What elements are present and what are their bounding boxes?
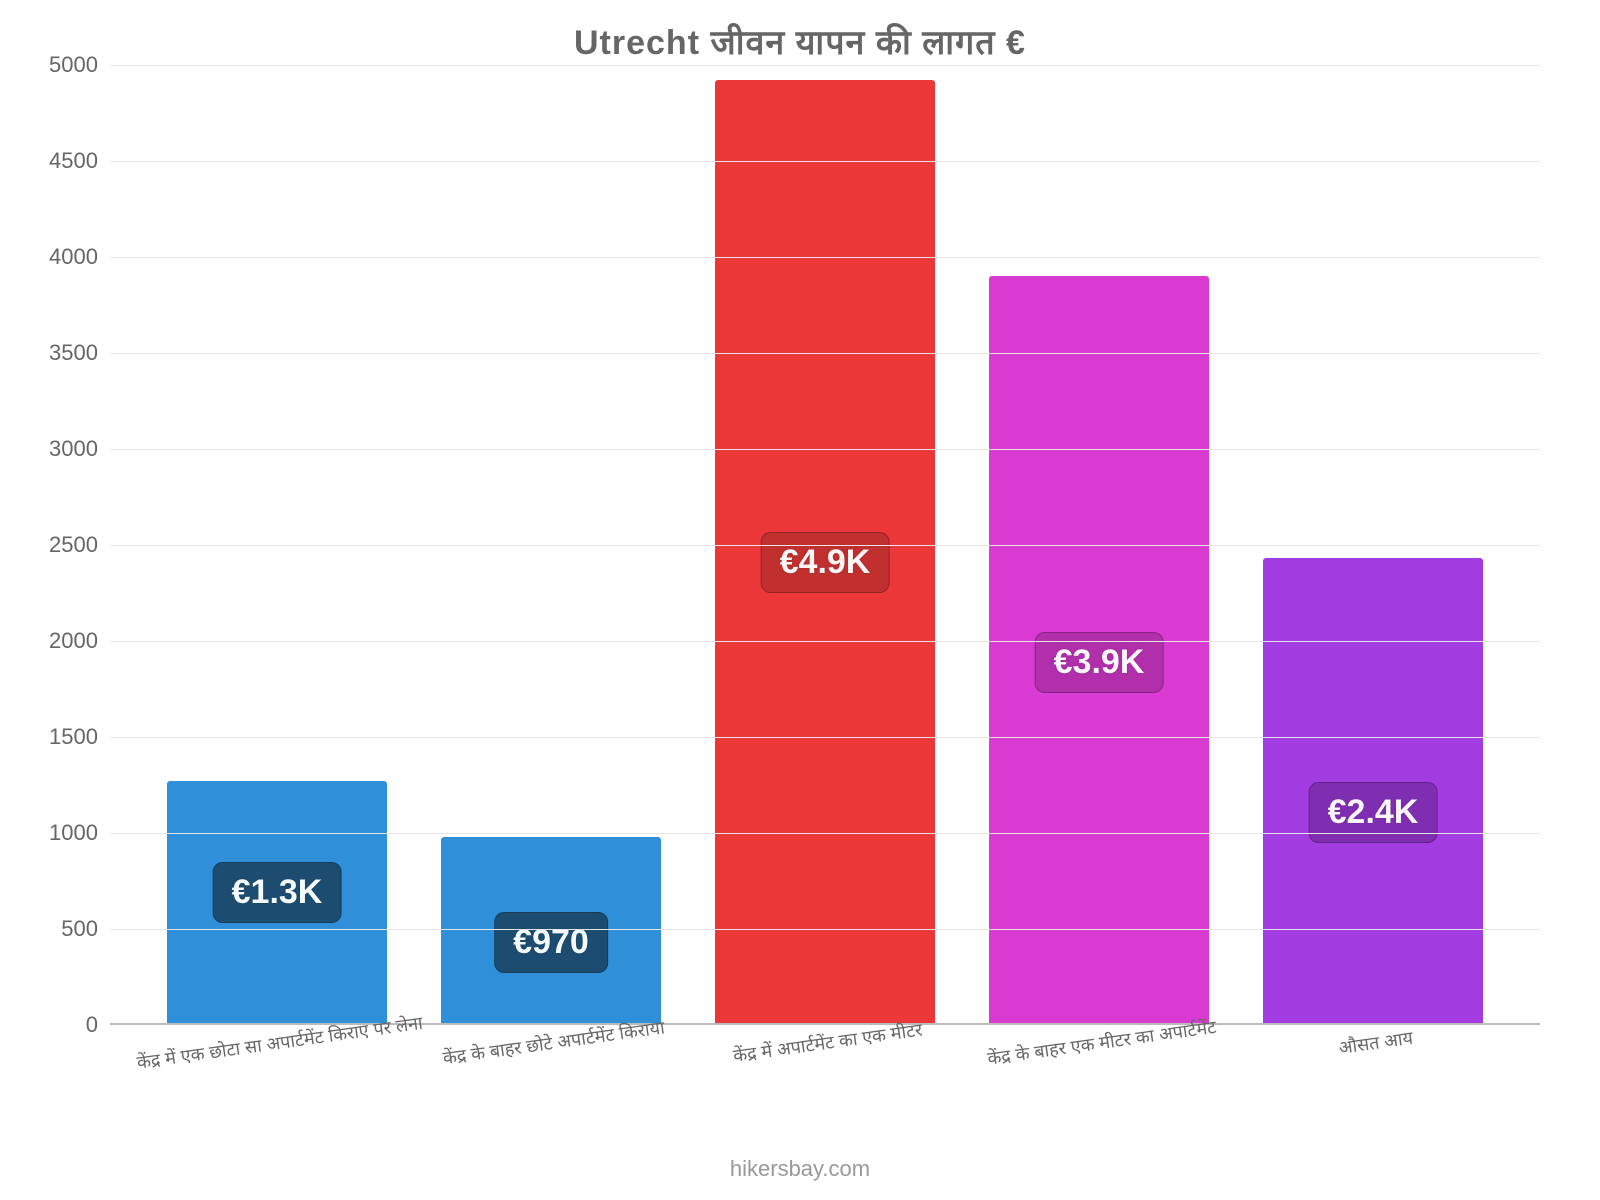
y-tick-label: 0 — [86, 1012, 110, 1038]
y-tick-label: 3000 — [49, 436, 110, 462]
y-tick-label: 1500 — [49, 724, 110, 750]
grid-line — [110, 833, 1540, 834]
x-tick-label: केंद्र के बाहर एक मीटर का अपार्टमेंट — [986, 1015, 1218, 1071]
bars-row: €1.3Kकेंद्र में एक छोटा सा अपार्टमेंट कि… — [110, 65, 1540, 1023]
y-tick-label: 3500 — [49, 340, 110, 366]
y-tick-label: 2500 — [49, 532, 110, 558]
value-badge: €970 — [494, 912, 608, 973]
bar-slot: €970केंद्र के बाहर छोटे अपार्टमेंट किराय… — [414, 65, 688, 1023]
grid-line — [110, 257, 1540, 258]
grid-line — [110, 545, 1540, 546]
chart-title: Utrecht जीवन यापन की लागत € — [0, 18, 1600, 64]
grid-line — [110, 929, 1540, 930]
y-tick-label: 500 — [61, 916, 110, 942]
chart-container: Utrecht जीवन यापन की लागत € €1.3Kकेंद्र … — [0, 0, 1600, 1200]
bar-slot: €4.9Kकेंद्र में अपार्टमेंट का एक मीटर — [688, 65, 962, 1023]
bar-slot: €1.3Kकेंद्र में एक छोटा सा अपार्टमेंट कि… — [140, 65, 414, 1023]
chart-footer: hikersbay.com — [0, 1156, 1600, 1182]
grid-line — [110, 449, 1540, 450]
value-badge: €4.9K — [761, 532, 890, 593]
y-tick-label: 4500 — [49, 148, 110, 174]
y-tick-label: 1000 — [49, 820, 110, 846]
bar: €3.9K — [989, 276, 1208, 1023]
grid-line — [110, 737, 1540, 738]
grid-line — [110, 65, 1540, 66]
bar: €1.3K — [167, 781, 386, 1023]
bar: €4.9K — [715, 80, 934, 1023]
bar: €2.4K — [1263, 558, 1482, 1023]
y-tick-label: 5000 — [49, 52, 110, 78]
x-tick-label: औसत आय — [1337, 1026, 1414, 1060]
x-tick-label: केंद्र के बाहर छोटे अपार्टमेंट किराया — [441, 1015, 666, 1070]
grid-line — [110, 353, 1540, 354]
grid-line — [110, 641, 1540, 642]
plot-area: €1.3Kकेंद्र में एक छोटा सा अपार्टमेंट कि… — [110, 65, 1540, 1025]
bar-slot: €3.9Kकेंद्र के बाहर एक मीटर का अपार्टमें… — [962, 65, 1236, 1023]
bar-slot: €2.4Kऔसत आय — [1236, 65, 1510, 1023]
y-tick-label: 4000 — [49, 244, 110, 270]
y-tick-label: 2000 — [49, 628, 110, 654]
value-badge: €1.3K — [213, 862, 342, 923]
x-tick-label: केंद्र में अपार्टमेंट का एक मीटर — [732, 1018, 924, 1068]
grid-line — [110, 161, 1540, 162]
